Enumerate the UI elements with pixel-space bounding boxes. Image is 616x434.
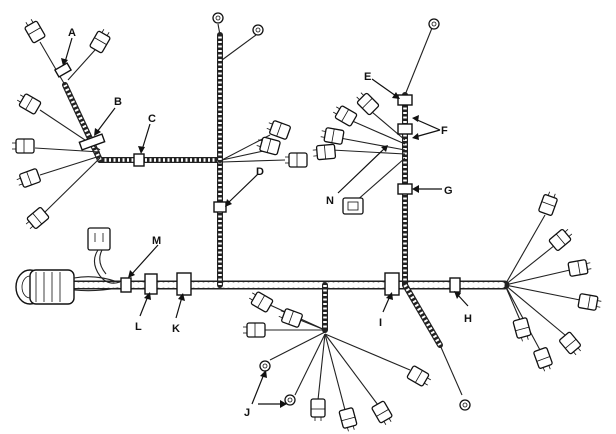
callout-l: L (135, 321, 142, 333)
lower-fan (242, 282, 434, 434)
callout-f: F (441, 125, 448, 137)
upper-left-fan (11, 16, 114, 233)
callout-g: G (444, 185, 453, 197)
callout-k: K (172, 323, 180, 335)
auxiliary-connector (87, 227, 121, 284)
right-vertical-branch (311, 18, 440, 288)
callout-m: M (152, 235, 161, 247)
main-connector (15, 269, 119, 305)
callout-h: H (464, 313, 472, 325)
callout-c: C (148, 113, 156, 125)
callout-e: E (364, 71, 371, 83)
callout-j: J (244, 407, 250, 419)
callout-leaders (61, 37, 469, 408)
callout-i: I (379, 317, 382, 329)
upper-middle-plugs (221, 118, 308, 168)
clamps (53, 62, 461, 296)
lower-right-diagonal (402, 282, 471, 411)
callout-n: N (326, 195, 334, 207)
top-ring-terminals (212, 12, 264, 61)
callout-d: D (256, 166, 264, 178)
callout-labels: A B C D E F G H I J K L M N (68, 27, 472, 419)
callout-a: A (68, 27, 76, 39)
right-fan (504, 189, 603, 374)
callout-b: B (114, 96, 122, 108)
